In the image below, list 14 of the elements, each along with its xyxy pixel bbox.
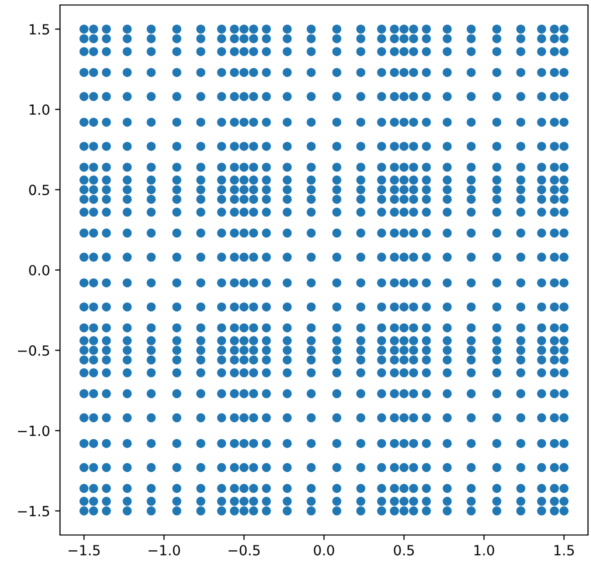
x-tick-label: 0.0 (314, 544, 334, 556)
y-tick-label: −0.5 (18, 345, 50, 356)
y-tick-label: 1.5 (30, 24, 50, 35)
x-tick-label: −0.5 (228, 544, 260, 556)
x-tick-label: −1.0 (148, 544, 180, 556)
y-tick-label: −1.0 (18, 426, 50, 436)
y-tick-label: −1.5 (18, 506, 50, 516)
x-tick-label: −1.5 (68, 545, 100, 556)
y-tick-label: 1.0 (30, 104, 50, 115)
x-tick-label: 1.5 (554, 545, 574, 556)
x-tick-label: 0.5 (394, 544, 414, 556)
x-tick-label: 1.0 (474, 544, 494, 556)
y-tick-label: 0.0 (29, 264, 50, 276)
y-tick-label: 0.5 (29, 184, 50, 196)
